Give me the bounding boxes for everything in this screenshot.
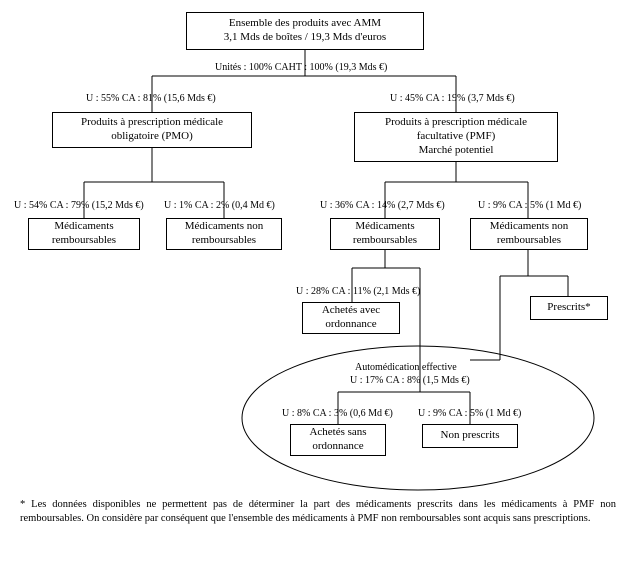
node-ach_avec: Achetés avecordonnance	[302, 302, 400, 334]
label-l_pmo_r: U : 54% CA : 79% (15,2 Mds €)	[14, 200, 144, 211]
node-line: ordonnance	[312, 440, 363, 454]
label-l_auto1: Automédication effective	[355, 362, 457, 373]
node-line: 3,1 Mds de boîtes / 19,3 Mds d'euros	[224, 31, 386, 45]
node-line: remboursables	[497, 234, 561, 248]
node-pmf_remb: Médicamentsremboursables	[330, 218, 440, 250]
node-pmf: Produits à prescription médicalefacultat…	[354, 112, 558, 162]
node-line: Achetés avec	[322, 304, 380, 318]
node-line: Médicaments non	[490, 220, 569, 234]
node-line: Ensemble des produits avec AMM	[229, 17, 381, 31]
node-line: obligatoire (PMO)	[111, 130, 193, 144]
node-pmf_nremb: Médicaments nonremboursables	[470, 218, 588, 250]
label-l_pmf_nr: U : 9% CA : 5% (1 Md €)	[478, 200, 581, 211]
node-line: Non prescrits	[441, 429, 500, 443]
node-line: Produits à prescription médicale	[81, 116, 223, 130]
label-l_auto2: U : 17% CA : 8% (1,5 Mds €)	[350, 375, 470, 386]
node-line: remboursables	[52, 234, 116, 248]
label-l_root: Unités : 100% CAHT : 100% (19,3 Mds €)	[215, 62, 387, 73]
node-line: Achetés sans	[309, 426, 366, 440]
label-l_pmo: U : 55% CA : 81% (15,6 Mds €)	[86, 93, 216, 104]
node-line: Produits à prescription médicale	[385, 116, 527, 130]
node-line: remboursables	[353, 234, 417, 248]
node-line: Médicaments non	[185, 220, 264, 234]
node-pmo_remb: Médicamentsremboursables	[28, 218, 140, 250]
node-ach_sans: Achetés sansordonnance	[290, 424, 386, 456]
label-l_pmf: U : 45% CA : 19% (3,7 Mds €)	[390, 93, 515, 104]
label-l_pmo_nr: U : 1% CA : 2% (0,4 Md €)	[164, 200, 275, 211]
node-line: Médicaments	[355, 220, 414, 234]
node-line: Marché potentiel	[419, 144, 494, 158]
label-l_nonp: U : 9% CA : 5% (1 Md €)	[418, 408, 521, 419]
node-line: ordonnance	[325, 318, 376, 332]
node-pmo_nremb: Médicaments nonremboursables	[166, 218, 282, 250]
node-line: facultative (PMF)	[417, 130, 496, 144]
node-line: Prescrits*	[547, 301, 590, 315]
node-line: Médicaments	[54, 220, 113, 234]
node-prescrits: Prescrits*	[530, 296, 608, 320]
footnote: * Les données disponibles ne permettent …	[20, 498, 616, 526]
node-root: Ensemble des produits avec AMM3,1 Mds de…	[186, 12, 424, 50]
node-pmo: Produits à prescription médicaleobligato…	[52, 112, 252, 148]
label-l_pmf_r: U : 36% CA : 14% (2,7 Mds €)	[320, 200, 445, 211]
label-l_avec: U : 28% CA : 11% (2,1 Mds €)	[296, 286, 420, 297]
label-l_sans: U : 8% CA : 3% (0,6 Md €)	[282, 408, 393, 419]
node-non_presc: Non prescrits	[422, 424, 518, 448]
node-line: remboursables	[192, 234, 256, 248]
